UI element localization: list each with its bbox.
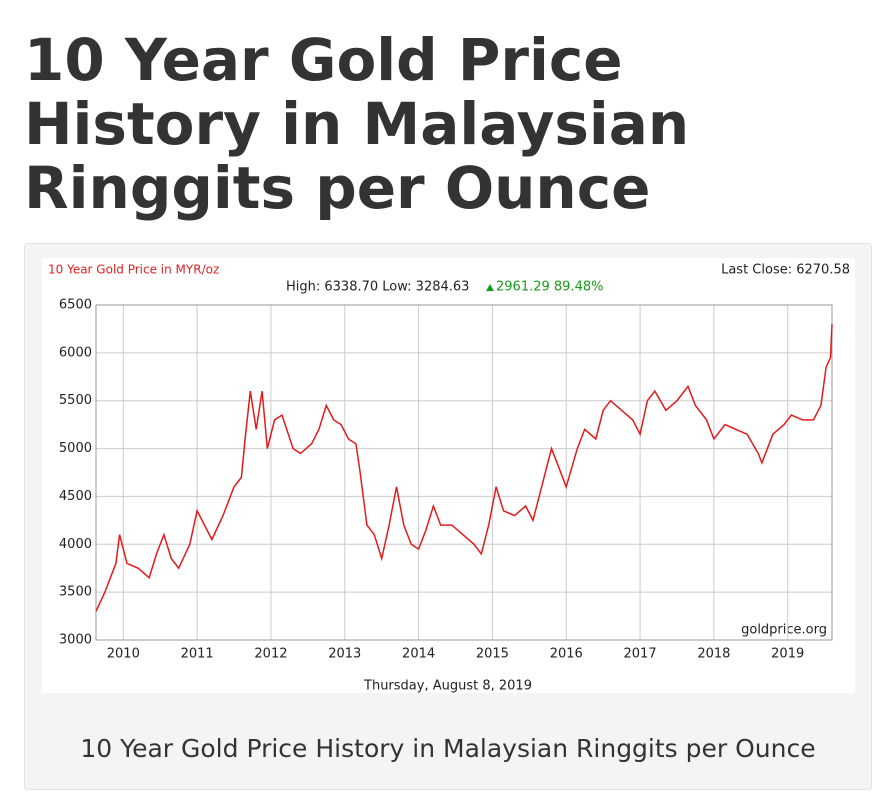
- x-tick-label: 2015: [476, 647, 509, 662]
- y-tick-label: 5500: [59, 393, 92, 408]
- change: 2961.29 89.48%: [496, 280, 603, 295]
- figure: 10 Year Gold Price in MYR/oz Last Close:…: [24, 243, 872, 790]
- chart-title: 10 Year Gold Price in MYR/oz: [48, 263, 219, 277]
- x-tick-label: 2017: [624, 647, 657, 662]
- date: Thursday, August 8, 2019: [363, 679, 532, 694]
- up-arrow: [486, 284, 494, 291]
- heading: 10 Year Gold Price History in Malaysian …: [24, 26, 690, 222]
- chart: 10 Year Gold Price in MYR/oz Last Close:…: [42, 258, 855, 693]
- stats: High: 6338.70 Low: 3284.63: [286, 280, 469, 295]
- plot-frame: [95, 304, 833, 641]
- caption: 10 Year Gold Price History in Malaysian …: [80, 734, 816, 763]
- x-tick-label: 2010: [107, 647, 140, 662]
- x-tick-label: 2014: [402, 647, 435, 662]
- y-tick-label: 6000: [59, 345, 92, 360]
- y-tick-label: 3500: [59, 585, 92, 600]
- x-tick-label: 2018: [697, 647, 730, 662]
- y-tick-label: 4000: [59, 537, 92, 552]
- price-line: [95, 324, 833, 612]
- y-tick-label: 4500: [59, 489, 92, 504]
- x-tick-label: 2013: [328, 647, 361, 662]
- source: goldprice.org: [741, 623, 827, 638]
- y-tick-label: 6500: [59, 298, 92, 313]
- x-tick-label: 2012: [254, 647, 287, 662]
- x-tick-label: 2011: [181, 647, 214, 662]
- y-tick-label: 5000: [59, 441, 92, 456]
- chart-bg: [42, 258, 855, 693]
- last-close: Last Close: 6270.58: [721, 263, 850, 278]
- x-tick-label: 2019: [771, 647, 804, 662]
- x-tick-label: 2016: [550, 647, 583, 662]
- y-tick-label: 3000: [59, 633, 92, 648]
